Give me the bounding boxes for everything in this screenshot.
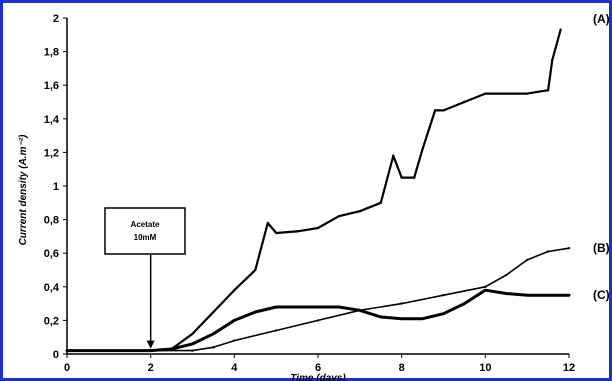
annotation-text: 10mM: [134, 233, 157, 242]
data-point: [316, 305, 320, 309]
data-point: [442, 294, 445, 297]
data-point: [233, 288, 236, 292]
x-tick-label: 8: [399, 362, 405, 374]
data-point: [484, 285, 487, 288]
data-point: [212, 310, 215, 314]
data-point: [337, 215, 341, 218]
data-point: [212, 332, 215, 336]
data-point: [191, 342, 194, 346]
annotation-text: Acetate: [131, 220, 160, 229]
data-point: [484, 92, 487, 95]
data-point: [505, 292, 508, 295]
data-point: [274, 231, 278, 235]
data-point: [295, 305, 299, 309]
data-point: [525, 294, 529, 297]
data-point: [254, 268, 257, 272]
data-point: [65, 349, 69, 352]
data-point: [400, 302, 403, 305]
series-label: (C): [593, 288, 610, 302]
data-point: [316, 319, 320, 322]
data-point: [442, 312, 445, 315]
x-tick-label: 0: [64, 362, 70, 374]
series-label: (B): [593, 241, 610, 255]
data-point: [274, 329, 278, 332]
data-point: [525, 258, 529, 262]
data-point: [191, 332, 194, 336]
data-point: [433, 109, 437, 112]
data-point: [191, 349, 194, 352]
data-point: [337, 305, 341, 309]
series-line-a: [65, 28, 562, 352]
data-point: [400, 176, 403, 179]
data-point: [149, 349, 152, 352]
data-point: [421, 147, 424, 151]
data-point: [546, 294, 550, 297]
data-point: [233, 319, 236, 322]
y-tick-label: 1,6: [44, 80, 59, 92]
data-point: [392, 154, 395, 157]
x-tick-label: 6: [315, 362, 321, 374]
y-tick-label: 0,2: [44, 315, 59, 327]
data-point: [442, 109, 445, 112]
y-tick-label: 0,8: [44, 215, 59, 227]
data-point: [170, 347, 173, 351]
data-point: [413, 176, 416, 179]
data-point: [463, 100, 466, 104]
data-point: [463, 302, 466, 305]
data-point: [505, 92, 508, 95]
data-point: [233, 339, 236, 342]
data-point: [400, 317, 403, 320]
data-point: [484, 288, 487, 292]
y-tick-label: 0,4: [44, 282, 60, 294]
y-tick-label: 2: [53, 13, 59, 25]
y-tick-label: 1,8: [44, 47, 59, 59]
x-tick-label: 10: [479, 362, 491, 374]
data-point: [505, 273, 508, 277]
x-tick-label: 12: [563, 362, 575, 374]
data-point: [358, 309, 362, 312]
axes: 0 0,2 0,4 0,6 0,8 1 1,2 1,4 1,6 1,8 2 0 2 4 6 8 10 12: [44, 13, 575, 374]
data-point: [266, 221, 269, 225]
data-point: [546, 250, 550, 253]
data-point: [559, 28, 562, 31]
x-axis-title: Time (days): [290, 373, 346, 381]
data-point: [295, 230, 299, 233]
data-point: [567, 294, 571, 297]
annotation-arrow-head: [146, 340, 155, 349]
data-point: [254, 310, 257, 314]
data-point: [274, 305, 278, 309]
series-layer: (A) (B) (C): [65, 12, 610, 353]
data-point: [525, 92, 529, 95]
annotation-box: [104, 207, 186, 255]
data-point: [316, 226, 320, 230]
data-point: [421, 317, 424, 320]
x-tick-label: 4: [231, 362, 238, 374]
y-tick-label: 0,6: [44, 248, 59, 260]
data-point: [546, 89, 550, 92]
data-point: [212, 346, 215, 349]
y-axis-title: Current density (A.m⁻²): [18, 134, 29, 246]
data-point: [379, 201, 382, 204]
series-line-b: [66, 247, 570, 352]
y-tick-label: 0: [53, 349, 59, 361]
series-label: (A): [593, 12, 610, 26]
y-tick-label: 1,2: [44, 147, 59, 159]
annotation: Acetate 10mM: [104, 207, 186, 349]
data-point: [358, 210, 362, 213]
data-point: [107, 349, 111, 352]
y-tick-label: 1: [53, 181, 59, 193]
x-tick-label: 2: [148, 362, 154, 374]
data-point: [379, 315, 382, 319]
y-tick-label: 1,4: [44, 114, 60, 126]
data-point: [551, 58, 554, 62]
data-point: [567, 246, 571, 250]
